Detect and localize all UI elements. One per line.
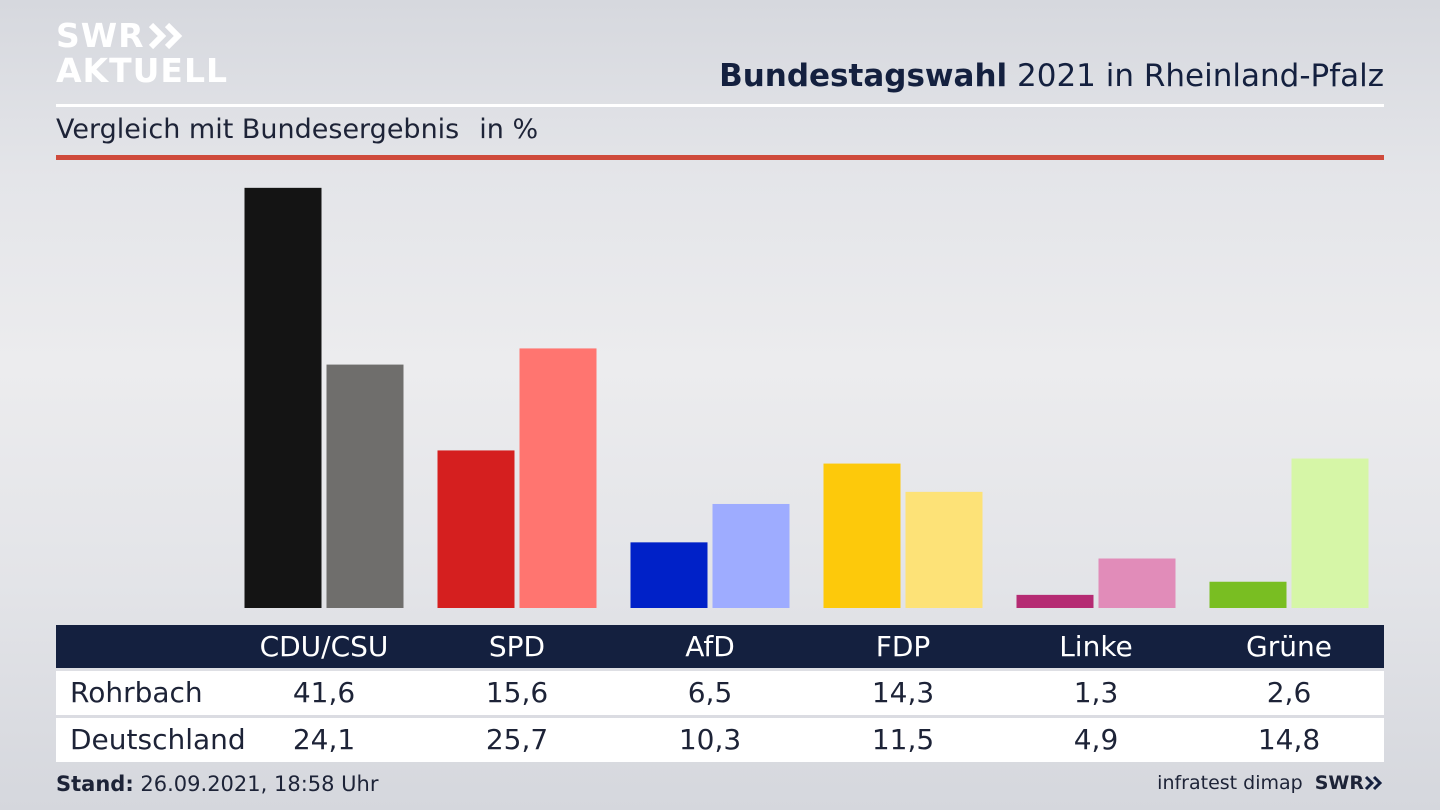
chart-subtitle: Vergleich mit Bundesergebnis in % (56, 114, 538, 145)
table-cell: 6,5 (687, 676, 733, 709)
table-cell: 4,9 (1073, 723, 1119, 756)
table-cell: 1,3 (1073, 676, 1119, 709)
bar-deutschland-spd (519, 348, 597, 608)
column-header: AfD (685, 630, 735, 663)
table-cell: 15,6 (485, 676, 549, 709)
table-cell: 41,6 (292, 676, 356, 709)
chevrons-icon (1364, 775, 1383, 791)
results-table: CDU/CSU SPD AfD FDP Linke Grüne Rohrbach 41,6… (56, 625, 1384, 762)
unit-label: in % (479, 114, 539, 145)
table-cell: 10,3 (678, 723, 742, 756)
row-label: Deutschland (70, 723, 246, 756)
bar-deutschland-afd (712, 503, 790, 608)
table-cell: 14,3 (871, 676, 935, 709)
chevrons-icon (148, 23, 182, 49)
row-label: Rohrbach (70, 676, 203, 709)
table-cell: 11,5 (871, 723, 935, 756)
logo-text-swr: SWR (56, 16, 145, 55)
bar-rohrbach-grne (1209, 581, 1287, 608)
column-header: SPD (488, 630, 546, 663)
table-cell: 24,1 (292, 723, 356, 756)
column-header: Grüne (1246, 630, 1332, 663)
bar-deutschland-grne (1291, 458, 1369, 608)
header-divider (56, 104, 1384, 107)
title-bold: Bundestagswahl (719, 58, 1008, 94)
bar-rohrbach-linke (1016, 594, 1094, 608)
bar-rohrbach-afd (630, 542, 708, 608)
bar-chart (244, 187, 1369, 608)
bar-rohrbach-spd (437, 450, 515, 608)
bar-deutschland-fdp (905, 491, 983, 608)
column-header: FDP (875, 630, 931, 663)
column-header: Linke (1059, 630, 1133, 663)
footer-brand: SWR (1314, 772, 1364, 794)
subtitle-text: Vergleich mit Bundesergebnis (56, 114, 460, 145)
bar-deutschland-linke (1098, 558, 1176, 608)
table-cell: 25,7 (485, 723, 549, 756)
source-credit: infratest dimap SWR (1157, 772, 1384, 794)
page-title: Bundestagswahl 2021 in Rheinland-Pfalz (719, 58, 1384, 94)
logo-text-aktuell: AKTUELL (56, 51, 229, 90)
bar-rohrbach-cducsu (244, 187, 322, 608)
bar-deutschland-cducsu (326, 364, 404, 608)
table-row: Deutschland 24,1 25,7 10,3 11,5 4,9 14,8 (56, 718, 1384, 762)
source-text: infratest dimap (1157, 772, 1303, 794)
table-header: CDU/CSU SPD AfD FDP Linke Grüne (56, 625, 1384, 668)
accent-rule (56, 155, 1384, 160)
title-rest: 2021 in Rheinland-Pfalz (1007, 58, 1384, 94)
swr-aktuell-logo: SWR AKTUELL (56, 18, 228, 88)
table-row: Rohrbach 41,6 15,6 6,5 14,3 1,3 2,6 (56, 671, 1384, 715)
table-cell: 14,8 (1257, 723, 1321, 756)
timestamp: Stand: 26.09.2021, 18:58 Uhr (56, 772, 379, 796)
bar-rohrbach-fdp (823, 463, 901, 608)
column-header: CDU/CSU (259, 630, 389, 663)
stand-value: 26.09.2021, 18:58 Uhr (133, 772, 379, 796)
table-cell: 2,6 (1266, 676, 1312, 709)
stand-label: Stand: (56, 772, 134, 796)
